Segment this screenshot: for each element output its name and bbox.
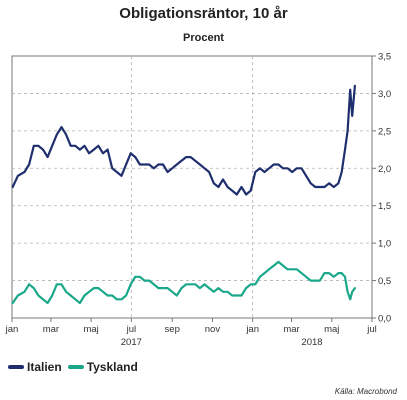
chart-legend: Italien Tyskland <box>8 360 144 374</box>
y-tick-label: 1,0 <box>378 239 391 250</box>
x-tick-label: nov <box>205 324 221 335</box>
x-year-label: 2018 <box>301 337 322 348</box>
series-line-italien <box>11 84 356 196</box>
x-tick-label: maj <box>83 324 98 335</box>
x-tick-label: jul <box>126 324 137 335</box>
series-line-tyskland <box>11 260 356 305</box>
y-tick-label: 3,5 <box>378 52 391 63</box>
y-tick-label: 3,0 <box>378 89 391 100</box>
y-tick-label: 0,0 <box>378 314 391 325</box>
chart-subtitle: Procent <box>183 32 224 44</box>
legend-label-tyskland: Tyskland <box>86 360 138 374</box>
x-tick-label: sep <box>165 324 180 335</box>
chart-title: Obligationsräntor, 10 år <box>119 5 288 22</box>
x-tick-label: jan <box>5 324 19 335</box>
x-tick-label: mar <box>283 324 299 335</box>
legend-item-tyskland: Tyskland <box>67 360 138 374</box>
x-tick-label: jan <box>245 324 259 335</box>
legend-swatch-tyskland <box>67 365 84 369</box>
y-tick-label: 2,5 <box>378 126 391 137</box>
legend-item-italien: Italien <box>8 360 62 374</box>
legend-label-italien: Italien <box>27 360 62 374</box>
x-tick-label: jul <box>366 324 377 335</box>
y-tick-label: 1,5 <box>378 201 391 212</box>
legend-swatch-italien <box>8 365 24 369</box>
y-tick-label: 0,5 <box>378 276 391 287</box>
x-tick-label: maj <box>324 324 339 335</box>
y-tick-label: 2,0 <box>378 164 391 175</box>
source-note: Källa: Macrobond <box>334 387 397 396</box>
x-tick-label: mar <box>43 324 59 335</box>
x-year-label: 2017 <box>121 337 142 348</box>
